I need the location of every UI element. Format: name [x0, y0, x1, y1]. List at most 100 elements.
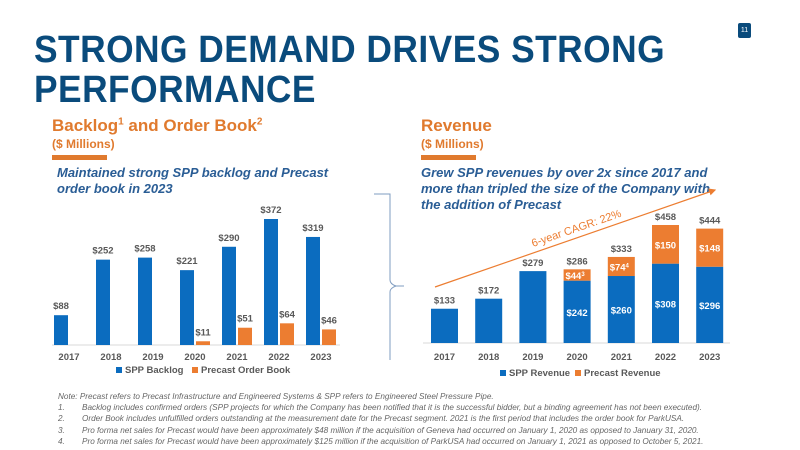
- footnote-text: Pro forma net sales for Precast would ha…: [82, 436, 704, 446]
- page-title: STRONG DEMAND DRIVES STRONG PERFORMANCE: [34, 29, 666, 111]
- spp-revenue-bar: [475, 298, 503, 343]
- bracket-connector: [374, 193, 404, 360]
- precast-order-book-value-label: $51: [237, 314, 254, 325]
- spp-backlog-value-label: $252: [92, 246, 113, 257]
- precast-order-book-bar: [196, 341, 210, 345]
- legend-swatch-spp-revenue: [500, 370, 506, 376]
- precast-revenue-value-label: $744: [610, 262, 630, 273]
- spp-backlog-value-label: $221: [176, 256, 198, 267]
- footnote-1: 1. Backlog includes confirmed orders (SPP…: [58, 402, 788, 413]
- legend-swatch-precast-order-book: [192, 367, 198, 373]
- revenue-total-label: $279: [522, 258, 543, 269]
- footnote-number: 4.: [58, 436, 65, 446]
- spp-revenue-bar: [431, 308, 458, 343]
- legend-swatch-precast-revenue: [575, 370, 581, 376]
- note-intro: Note: Precast refers to Precast Infrastr…: [58, 392, 494, 401]
- spp-backlog-bar: [222, 246, 236, 345]
- backlog-accent-rule: [52, 155, 107, 160]
- order-book-title-text: and Order Book: [123, 116, 257, 135]
- backlog-units-label: ($ Millions): [52, 137, 115, 151]
- revenue-total-label: $444: [699, 216, 721, 227]
- spp-revenue-bar: [607, 276, 635, 343]
- backlog-description: Maintained strong SPP backlog and Precas…: [57, 165, 329, 196]
- spp-backlog-bar: [180, 270, 194, 345]
- precast-revenue-value-label: $443: [565, 271, 585, 282]
- footnote-ref-2: 2: [256, 116, 263, 128]
- x-axis-tick-label: 2021: [611, 352, 633, 363]
- spp-backlog-value-label: $258: [134, 244, 155, 255]
- footnotes: Note: Precast refers to Precast Infrastr…: [58, 391, 788, 447]
- precast-revenue-bar: [652, 225, 679, 264]
- spp-backlog-bar: [138, 257, 152, 345]
- footnote-number: 1.: [58, 403, 65, 413]
- precast-revenue-value-label: $150: [655, 240, 676, 251]
- footnote-number: 3.: [58, 425, 65, 435]
- precast-order-book-bar: [322, 329, 336, 345]
- footnote-text: Order Book includes unfulfilled orders o…: [82, 414, 685, 424]
- precast-order-book-value-label: $64: [279, 309, 296, 320]
- revenue-accent-rule: [421, 155, 476, 160]
- revenue-total-label: $458: [655, 212, 676, 223]
- backlog-title-text: Backlog: [52, 116, 119, 135]
- x-axis-tick-label: 2022: [268, 352, 289, 363]
- spp-revenue-bar: [696, 266, 724, 343]
- spp-backlog-value-label: $290: [218, 233, 239, 244]
- legend-label-precast-revenue: Precast Revenue: [584, 368, 661, 379]
- backlog-chart: $88 2017 $252 2018 $258 2019 $221 $11 2020 $290 $5…: [53, 205, 337, 376]
- spp-backlog-value-label: $372: [260, 205, 281, 216]
- x-axis-tick-label: 2018: [478, 352, 499, 363]
- x-axis-tick-label: 2020: [567, 352, 588, 363]
- precast-revenue-bar: [696, 228, 724, 267]
- footnote-4: 4. Pro forma net sales for Precast would …: [58, 436, 788, 447]
- x-axis-tick-label: 2017: [58, 352, 79, 363]
- revenue-total-label: $133: [434, 296, 455, 307]
- x-axis-tick-label: 2023: [310, 352, 331, 363]
- x-axis-tick-label: 2020: [184, 352, 205, 363]
- footnote-superscript: 4: [626, 263, 630, 269]
- precast-revenue-value-label: $148: [699, 244, 720, 255]
- spp-revenue-value-label: $296: [699, 301, 720, 312]
- x-axis-tick-label: 2017: [434, 352, 455, 363]
- x-axis-tick-label: 2023: [699, 352, 720, 363]
- spp-backlog-bar: [306, 236, 320, 345]
- revenue-total-label: $333: [611, 244, 632, 255]
- legend-swatch-spp-backlog: [116, 367, 122, 373]
- spp-revenue-bar: [519, 271, 547, 343]
- legend-label-spp-backlog: SPP Backlog: [125, 365, 184, 376]
- spp-backlog-value-label: $319: [302, 223, 323, 234]
- spp-revenue-bar: [563, 280, 591, 343]
- spp-revenue-value-label: $308: [655, 299, 676, 310]
- footnote-superscript: 3: [581, 272, 585, 278]
- legend-label-spp-revenue: SPP Revenue: [509, 368, 570, 379]
- footnote-text: Backlog includes confirmed orders (SPP p…: [82, 403, 703, 413]
- revenue-section-title: Revenue: [421, 116, 492, 135]
- x-axis-tick-label: 2022: [655, 352, 676, 363]
- revenue-chart: $133 2017 $172 2018 $279 2019 $242 $443 $286 2020…: [431, 212, 724, 379]
- x-axis-tick-label: 2021: [226, 352, 248, 363]
- footnote-text: Pro forma net sales for Precast would ha…: [82, 425, 699, 435]
- spp-backlog-bar: [96, 259, 110, 345]
- revenue-total-label: $286: [567, 256, 588, 267]
- precast-revenue-bar: [607, 256, 635, 277]
- revenue-description: Grew SPP revenues by over 2x since 2017 …: [421, 165, 710, 212]
- footnote-2: 2. Order Book includes unfulfilled orders…: [58, 413, 788, 424]
- revenue-units-label: ($ Millions): [421, 137, 484, 151]
- page-number-badge: 11: [738, 23, 751, 38]
- precast-order-book-bar: [280, 323, 294, 345]
- precast-order-book-value-label: $11: [195, 327, 211, 338]
- spp-revenue-value-label: $242: [567, 308, 588, 319]
- precast-order-book-bar: [238, 327, 252, 345]
- x-axis-tick-label: 2019: [522, 352, 543, 363]
- backlog-section-title: Backlog1 and Order Book2: [52, 116, 262, 136]
- revenue-total-label: $172: [478, 286, 499, 297]
- footnote-ref-1: 1: [118, 116, 124, 128]
- spp-backlog-bar: [264, 219, 278, 345]
- spp-revenue-value-label: $260: [611, 306, 632, 317]
- x-axis-tick-label: 2018: [100, 352, 121, 363]
- footnote-3: 3. Pro forma net sales for Precast would …: [58, 425, 788, 436]
- spp-revenue-bar: [652, 263, 679, 343]
- precast-order-book-value-label: $46: [321, 315, 337, 326]
- x-axis-tick-label: 2019: [142, 352, 163, 363]
- spp-backlog-value-label: $88: [53, 301, 69, 312]
- precast-revenue-bar: [563, 269, 591, 281]
